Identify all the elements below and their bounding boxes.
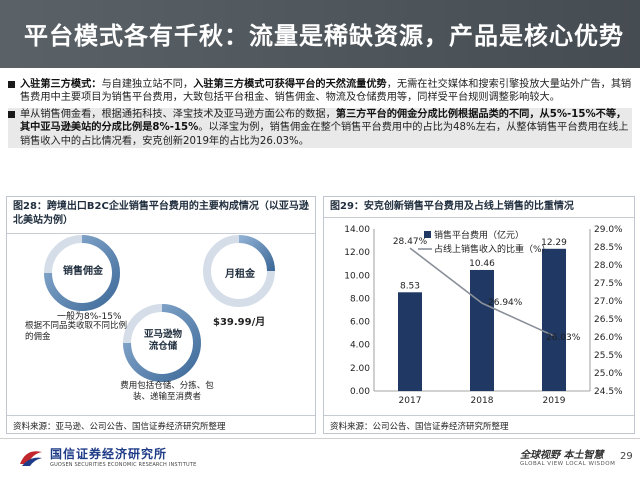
divider xyxy=(324,415,634,416)
commission-ring xyxy=(44,235,120,311)
platform-fee-chart: 0.00 2.00 4.00 6.00 8.00 10.00 12.00 14.00 24.5%… xyxy=(344,225,623,406)
legend-swatch-bar xyxy=(424,231,431,238)
line-label-2019: 26.03% xyxy=(546,333,581,343)
bullet-1-part-3: 入驻第三方模式可获得平台的天然流量优势 xyxy=(193,79,387,90)
y-left-tick-label: 4.00 xyxy=(350,341,370,351)
logo-en-text: GUOSEN SECURITIES ECONOMIC RESEARCH INST… xyxy=(50,462,197,468)
y-left-tick-label: 10.00 xyxy=(344,271,370,281)
y-right-tick-label: 26.5% xyxy=(594,315,623,325)
figure-28-source: 资料来源：亚马逊、公司公告、国信证券经济研究所整理 xyxy=(13,422,226,432)
x-tick-label: 2018 xyxy=(471,396,494,406)
bar-label-2019: 12.29 xyxy=(541,238,567,248)
bullet-2-part-3: 。以泽宝为例，销售佣金在整个销售平台费用中的占比为48%左右，从整体销售平台费用… xyxy=(20,122,629,147)
bullet-2-part-1: 单从销售佣金看，根据通拓科技、泽宝技术及亚马逊方面公布的数据， xyxy=(20,108,336,120)
bullet-list: 入驻第三方模式：与自建独立站不同，入驻第三方模式可获得平台的天然流量优势，无需在… xyxy=(8,78,632,151)
figure-29-title: 图29：安克创新销售平台费用及占线上销售的比重情况 xyxy=(330,200,574,214)
divider xyxy=(324,217,634,218)
bar-2018 xyxy=(470,269,494,391)
y-right-tick-label: 28.5% xyxy=(594,243,623,253)
header-bar: 平台模式各有千秋：流量是稀缺资源，产品是核心优势 xyxy=(0,0,640,68)
y-right-tick-label: 25.0% xyxy=(594,369,623,379)
y-right-tick-label: 27.5% xyxy=(594,279,623,289)
bar-label-2017: 8.53 xyxy=(400,281,420,291)
bullet-square-icon xyxy=(8,110,15,118)
bullet-item-1: 入驻第三方模式：与自建独立站不同，入驻第三方模式可获得平台的天然流量优势，无需在… xyxy=(8,78,632,105)
rent-ring xyxy=(203,235,275,307)
rent-note: $39.99/月 xyxy=(213,317,266,328)
divider xyxy=(7,233,315,234)
x-tick-label: 2017 xyxy=(399,396,422,406)
figure-29-title-text: 安克创新销售平台费用及占线上销售的比重情况 xyxy=(363,201,574,212)
y-right-tick-label: 28.0% xyxy=(594,261,623,271)
bullet-1-part-1: 入驻第三方模式： xyxy=(20,79,102,90)
x-tick-label: 2019 xyxy=(543,396,566,406)
rent-label: 月租金 xyxy=(225,269,255,280)
divider xyxy=(7,415,315,416)
figure-29-panel: 图29：安克创新销售平台费用及占线上销售的比重情况 0.00 2.00 4.00 6.… xyxy=(323,196,635,434)
footer-divider xyxy=(0,438,640,439)
page-number: 29 xyxy=(620,451,633,462)
commission-label: 销售佣金 xyxy=(63,266,103,277)
bar-2019 xyxy=(542,248,566,391)
logo-cn-text: 国信证券经济研究所 xyxy=(50,447,168,461)
figure-28-panel: 图28：跨境出口B2C企业销售平台费用的主要构成情况（以亚马逊北美站为例） xyxy=(6,196,316,434)
line-series xyxy=(409,247,555,337)
storage-label: 亚马逊物流仓储 xyxy=(143,329,182,352)
legend-label-bar: 销售平台费用（亿元） xyxy=(434,229,524,241)
bullet-1-part-4: ，无需在社交媒体和搜索引擎投放大量站外广告，其销售费用中主要项目为销售平台费用，… xyxy=(20,79,632,104)
y-right-tick-label: 24.5% xyxy=(594,387,623,397)
y-right-tick-label: 27.0% xyxy=(594,297,623,307)
logo-mark-icon xyxy=(18,446,44,468)
bullet-square-icon xyxy=(8,81,15,88)
y-left-tick-label: 14.00 xyxy=(344,225,370,235)
legend-label-line: 占线上销售收入的比重（%） xyxy=(434,243,551,255)
bullet-2-part-2: 第三方平台的佣金分成比例根据品类的不同，从5%-15%不等，其中亚马逊美站的分成… xyxy=(20,108,627,134)
bar-2017 xyxy=(398,292,422,391)
y-left-tick-label: 2.00 xyxy=(350,364,370,374)
figure-29-source: 资料来源：公司公告、国信证券经济研究所整理 xyxy=(330,422,509,432)
page-title: 平台模式各有千秋：流量是稀缺资源，产品是核心优势 xyxy=(24,21,624,50)
y-left-tick-label: 0.00 xyxy=(350,387,370,397)
slogan-en: GLOBAL VIEW LOCAL WISDOM xyxy=(520,461,616,467)
figure-28-title: 图28：跨境出口B2C企业销售平台费用的主要构成情况（以亚马逊北美站为例） xyxy=(13,200,315,228)
slogan: 全球视野 本土智慧 GLOBAL VIEW LOCAL WISDOM xyxy=(520,446,615,467)
commission-note-1: 一般为8%-15% xyxy=(57,312,122,322)
company-logo: 国信证券经济研究所 GUOSEN SECURITIES ECONOMIC RES… xyxy=(18,445,196,468)
line-label-2018: 26.94% xyxy=(488,298,523,308)
line-label-2017: 28.47% xyxy=(393,237,428,247)
commission-note-2: 根据不同品类收取不同比例的佣金 xyxy=(25,321,128,342)
y-right-tick-label: 26.0% xyxy=(594,333,623,343)
y-right-tick-label: 29.0% xyxy=(594,225,623,235)
bar-label-2018: 10.46 xyxy=(469,259,495,269)
bullet-text-1: 入驻第三方模式：与自建独立站不同，入驻第三方模式可获得平台的天然流量优势，无需在… xyxy=(20,79,631,103)
figure-29-number: 图29： xyxy=(330,201,364,212)
y-right-tick-label: 25.5% xyxy=(594,351,623,361)
bullet-item-2: 单从销售佣金看，根据通拓科技、泽宝技术及亚马逊方面公布的数据，第三方平台的佣金分… xyxy=(8,107,632,149)
y-left-tick-label: 8.00 xyxy=(350,294,370,304)
composition-diagram xyxy=(44,235,275,382)
bullet-text-2: 单从销售佣金看，根据通拓科技、泽宝技术及亚马逊方面公布的数据，第三方平台的佣金分… xyxy=(20,109,629,147)
figure-28-title-text: 跨境出口B2C企业销售平台费用的主要构成情况（以亚马逊北美站为例） xyxy=(13,201,309,226)
bullet-1-part-2: 与自建独立站不同， xyxy=(101,79,194,90)
storage-note: 费用包括仓储、分拣、包装、递输至消费者 xyxy=(120,381,214,402)
storage-ring xyxy=(123,304,201,382)
figure-28-number: 图28： xyxy=(13,201,47,212)
y-left-tick-label: 6.00 xyxy=(350,318,370,328)
slogan-cn: 全球视野 本土智慧 xyxy=(520,450,604,461)
y-left-tick-label: 12.00 xyxy=(344,248,370,258)
